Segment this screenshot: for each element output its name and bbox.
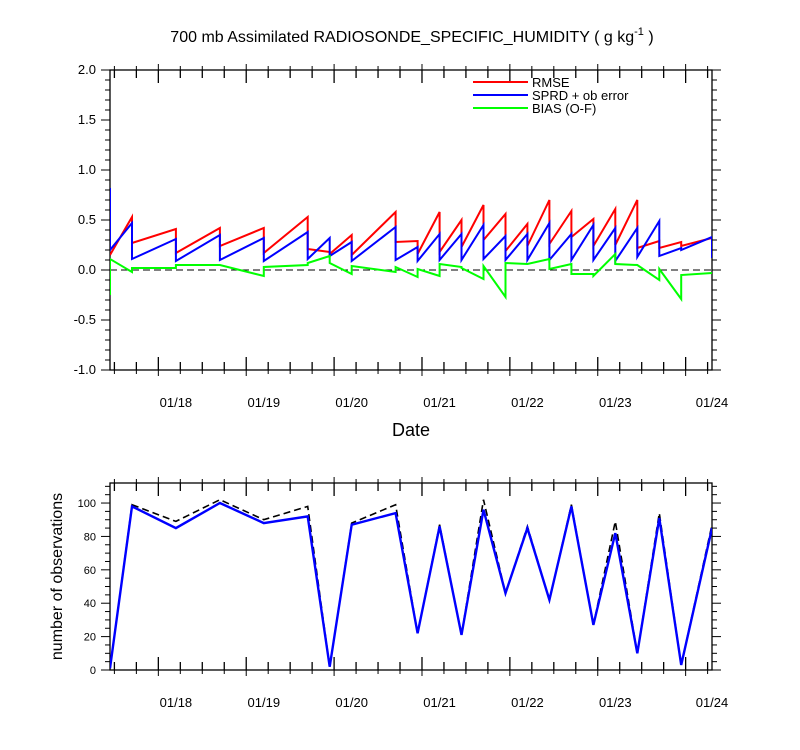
chart-panel-2: 0 20 40 60 80 100 01/18 01/19 01/20 01/21 01/22 01/… — [49, 477, 728, 710]
y-tick-label: -1.0 — [74, 362, 96, 377]
y-tick-label: 80 — [84, 531, 96, 543]
x-tick-label: 01/22 — [511, 695, 544, 710]
x-tick-label: 01/20 — [335, 695, 368, 710]
y-tick-label: -0.5 — [74, 312, 96, 327]
x-tick-label: 01/24 — [696, 695, 729, 710]
legend-label: BIAS (O-F) — [532, 101, 596, 116]
y-axis-label: number of observations — [49, 493, 66, 660]
y-tick-label: 0.5 — [78, 212, 96, 227]
assimilated-obs-line — [110, 501, 712, 669]
legend-label: RMSE — [532, 75, 570, 90]
possible-obs-line — [110, 498, 712, 669]
x-tick-label: 01/20 — [335, 395, 368, 410]
y-tick-label: 0.0 — [78, 262, 96, 277]
y-tick-label: 100 — [78, 498, 96, 510]
y-tick-label: 0 — [90, 665, 96, 677]
x-tick-label: 01/18 — [160, 695, 193, 710]
x-tick-label: 01/22 — [511, 395, 544, 410]
x-tick-label: 01/23 — [599, 695, 632, 710]
x-axis-label: Date — [392, 420, 430, 440]
series-line-2 — [110, 188, 712, 265]
plot-frame — [109, 482, 713, 671]
x-tick-label: 01/23 — [599, 395, 632, 410]
y-tick-label: 1.5 — [78, 112, 96, 127]
y-tick-label: 20 — [84, 632, 96, 644]
x-tick-label: 01/21 — [423, 395, 456, 410]
x-tick-label: 01/24 — [696, 395, 729, 410]
y-tick-label: 40 — [84, 598, 96, 610]
x-tick-label: 01/18 — [160, 395, 193, 410]
x-tick-label: 01/19 — [248, 695, 281, 710]
chart-title: 700 mb Assimilated RADIOSONDE_SPECIFIC_H… — [170, 26, 653, 46]
y-tick-label: 2.0 — [78, 62, 96, 77]
x-tick-label: 01/19 — [248, 395, 281, 410]
x-tick-label: 01/21 — [423, 695, 456, 710]
plot-frame — [109, 69, 713, 371]
y-tick-label: 1.0 — [78, 162, 96, 177]
chart-panel-1: -1.0 -0.5 0.0 0.5 1.0 1.5 2.0 01/18 01/19 01/20 01… — [74, 26, 729, 440]
y-tick-label: 60 — [84, 565, 96, 577]
series-line-3 — [110, 251, 712, 303]
legend-label: SPRD + ob error — [532, 88, 629, 103]
